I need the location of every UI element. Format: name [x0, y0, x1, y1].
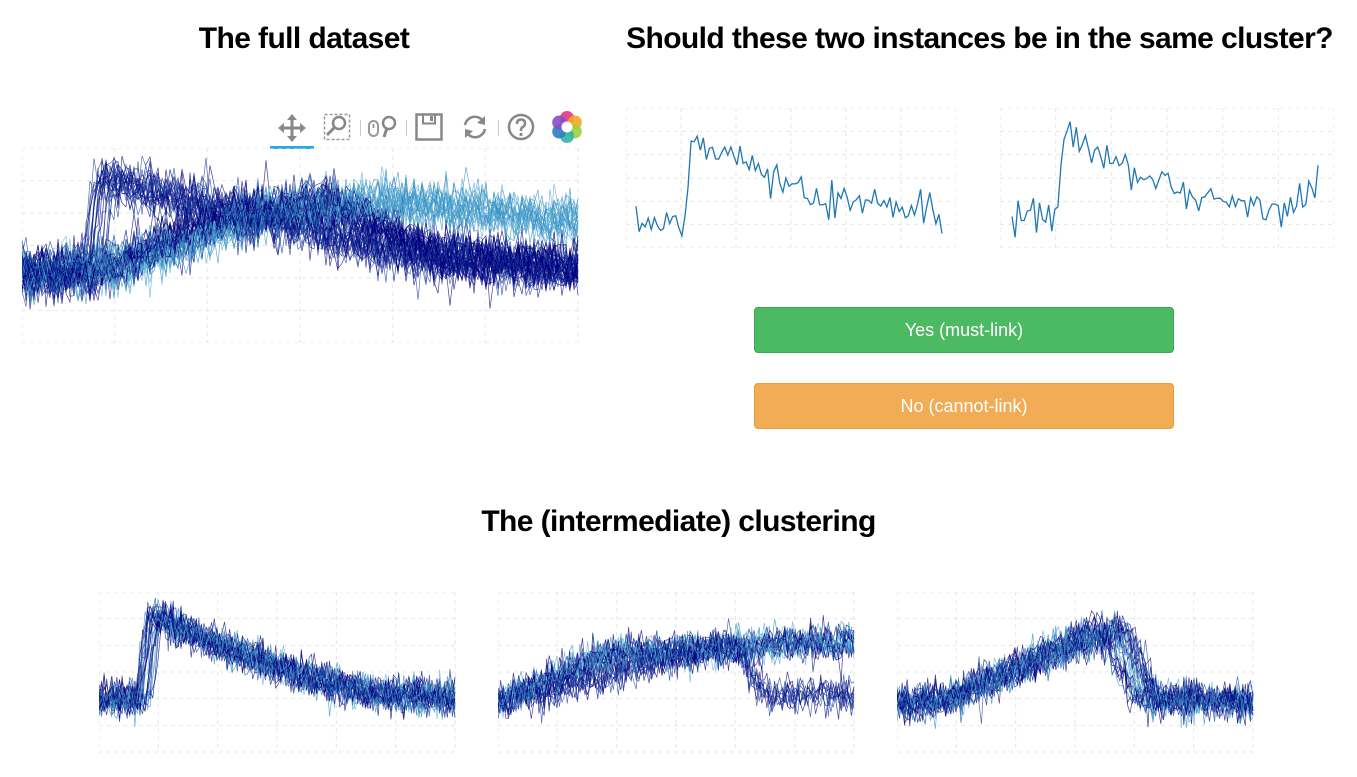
instance-a-chart: [626, 108, 956, 248]
cluster-2-chart: [498, 592, 855, 753]
cannot-link-button[interactable]: No (cannot-link): [754, 383, 1174, 429]
cluster-3-series-line: [897, 620, 1254, 721]
full-dataset-plot[interactable]: [22, 148, 582, 343]
wheel-zoom-icon: [368, 115, 397, 138]
full-dataset-chart: [22, 148, 579, 343]
clustering-title: The (intermediate) clustering: [481, 505, 876, 538]
reset-tool[interactable]: [458, 110, 492, 144]
save-tool[interactable]: [412, 110, 446, 144]
grid-lines: [626, 108, 956, 248]
cluster-2-series-line: [498, 629, 855, 717]
full-dataset-series-line: [22, 165, 579, 296]
instance-b-plot[interactable]: [1000, 108, 1334, 248]
grid-lines: [1000, 108, 1334, 248]
full-dataset-title: The full dataset: [198, 22, 410, 55]
full-dataset-series-line: [22, 171, 579, 288]
pan-tool[interactable]: [270, 110, 314, 149]
cluster-1-series-line: [99, 615, 456, 713]
cluster-1-chart: [99, 592, 456, 753]
bokeh-logo-icon: [552, 111, 582, 143]
full-dataset-series-line: [22, 169, 579, 300]
full-dataset-series-line: [22, 160, 579, 300]
wheel-zoom-tool[interactable]: [366, 110, 400, 144]
question-title: Should these two instances be in the sam…: [626, 22, 1333, 55]
full-dataset-series-line: [22, 177, 579, 293]
reset-icon: [463, 115, 487, 139]
grid-lines: [897, 592, 1254, 753]
cluster-1-plot[interactable]: [99, 592, 459, 754]
full-dataset-series-line: [22, 174, 579, 296]
instance-a-plot[interactable]: [626, 108, 956, 248]
instance-a-series-line: [635, 134, 943, 239]
cluster-2-plot[interactable]: [498, 592, 858, 754]
bokeh-logo[interactable]: [550, 110, 584, 144]
cluster-2-series-line: [498, 627, 855, 716]
cluster-2-series-line: [498, 623, 855, 709]
full-dataset-series-line: [22, 174, 579, 302]
full-dataset-series-line: [22, 174, 579, 294]
plot-toolbar: [268, 106, 588, 150]
box-zoom-tool[interactable]: [320, 110, 354, 144]
full-dataset-series-line: [22, 158, 579, 297]
pan-icon: [278, 114, 306, 142]
full-dataset-series-line: [22, 178, 579, 305]
help-icon: [507, 113, 535, 141]
cluster-3-series-line: [897, 610, 1254, 726]
help-tool[interactable]: [504, 110, 538, 144]
cluster-2-series-line: [498, 636, 855, 720]
cluster-3-series-line: [897, 618, 1254, 725]
must-link-button[interactable]: Yes (must-link): [754, 307, 1174, 353]
cluster-3-chart: [897, 592, 1254, 753]
cluster-3-plot[interactable]: [897, 592, 1257, 754]
save-icon: [415, 113, 443, 141]
box-zoom-icon: [323, 113, 351, 141]
instance-b-chart: [1000, 108, 1334, 248]
cluster-2-series-line: [498, 621, 855, 712]
instance-b-series-line: [1011, 121, 1319, 238]
